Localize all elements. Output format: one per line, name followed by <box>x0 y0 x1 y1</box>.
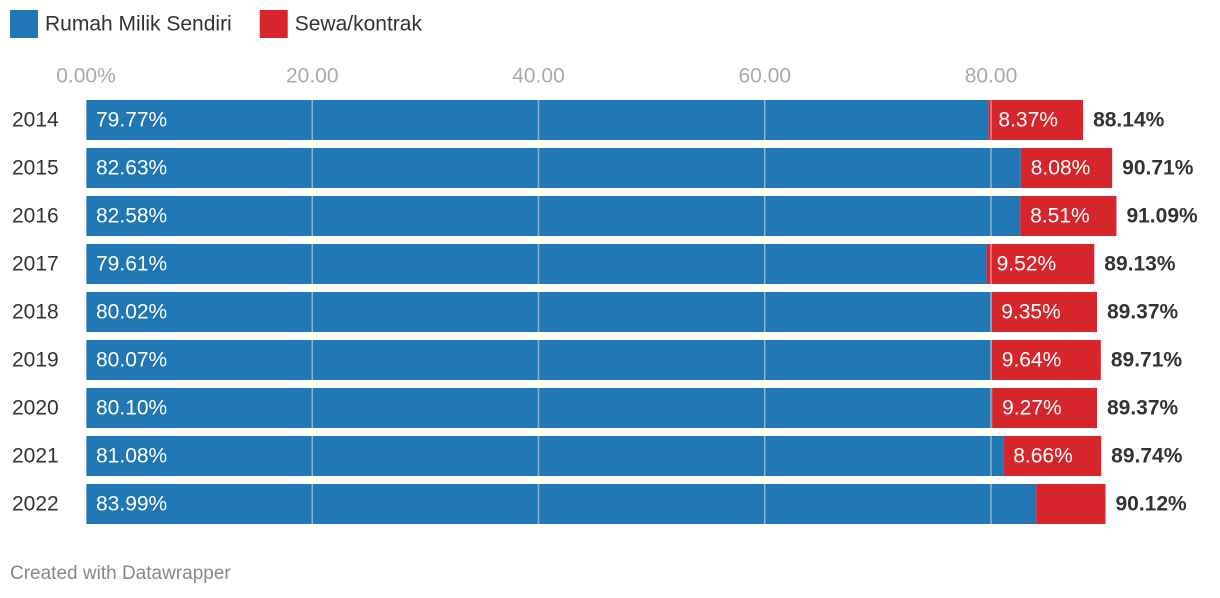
total-label: 90.12% <box>1115 493 1187 516</box>
bar-segment <box>86 340 992 380</box>
bar-segment <box>992 388 1097 428</box>
value-label: 9.27% <box>1002 397 1062 420</box>
x-tick-label: 40.00 <box>512 65 565 88</box>
bar-segment <box>991 340 1101 380</box>
x-tick-label: 80.00 <box>965 65 1018 88</box>
value-label: 83.99% <box>96 493 167 516</box>
value-label: 81.08% <box>96 445 167 468</box>
bar-segment <box>986 244 1095 284</box>
x-tick-label: 60.00 <box>738 65 791 88</box>
value-label: 9.52% <box>997 253 1057 276</box>
x-tick-label: 20.00 <box>286 65 339 88</box>
footer: Created with Datawrapper <box>10 563 231 584</box>
bar-segment <box>86 436 1004 476</box>
bar-segment <box>86 196 1021 236</box>
value-label: 80.07% <box>96 349 167 372</box>
bar-segment <box>1003 436 1102 476</box>
y-tick-label: 2022 <box>12 493 59 516</box>
y-tick-label: 2016 <box>12 205 59 228</box>
value-label: 8.08% <box>1031 157 1091 180</box>
value-label: 82.58% <box>96 205 167 228</box>
value-label: 80.02% <box>96 301 167 324</box>
value-label: 9.35% <box>1001 301 1061 324</box>
y-tick-label: 2015 <box>12 157 59 180</box>
total-label: 89.71% <box>1111 349 1183 372</box>
value-label: 79.77% <box>96 109 167 132</box>
y-tick-label: 2021 <box>12 445 59 468</box>
y-tick-label: 2018 <box>12 301 59 324</box>
bar-segment <box>86 148 1021 188</box>
value-label: 79.61% <box>96 253 167 276</box>
legend-label: Sewa/kontrak <box>295 13 423 36</box>
value-label: 8.51% <box>1030 205 1090 228</box>
total-label: 91.09% <box>1126 205 1198 228</box>
bar-segment <box>1036 484 1106 524</box>
bar-segment <box>86 388 993 428</box>
total-label: 89.37% <box>1107 301 1179 324</box>
value-label: 9.64% <box>1002 349 1062 372</box>
x-tick-label: 0.00% <box>56 65 116 88</box>
bar-segment <box>1020 148 1113 188</box>
total-label: 88.14% <box>1093 109 1165 132</box>
value-label: 82.63% <box>96 157 167 180</box>
y-tick-label: 2017 <box>12 253 59 276</box>
bar-segment <box>86 100 989 140</box>
y-tick-label: 2019 <box>12 349 59 372</box>
bar-segment <box>991 292 1097 332</box>
total-label: 89.13% <box>1104 253 1176 276</box>
total-label: 89.37% <box>1107 397 1179 420</box>
bar-segment <box>86 484 1037 524</box>
total-label: 89.74% <box>1111 445 1183 468</box>
y-tick-label: 2020 <box>12 397 59 420</box>
legend-swatch <box>10 10 38 38</box>
bar-segment <box>86 244 987 284</box>
legend-swatch <box>259 10 288 38</box>
bar-segment <box>86 292 992 332</box>
value-label: 80.10% <box>96 397 167 420</box>
bar-segment <box>1020 196 1117 236</box>
value-label: 8.66% <box>1013 445 1073 468</box>
bar-segment <box>988 100 1084 140</box>
legend-label: Rumah Milik Sendiri <box>45 13 232 36</box>
value-label: 8.37% <box>998 109 1058 132</box>
y-tick-label: 2014 <box>12 109 59 132</box>
total-label: 90.71% <box>1122 157 1194 180</box>
